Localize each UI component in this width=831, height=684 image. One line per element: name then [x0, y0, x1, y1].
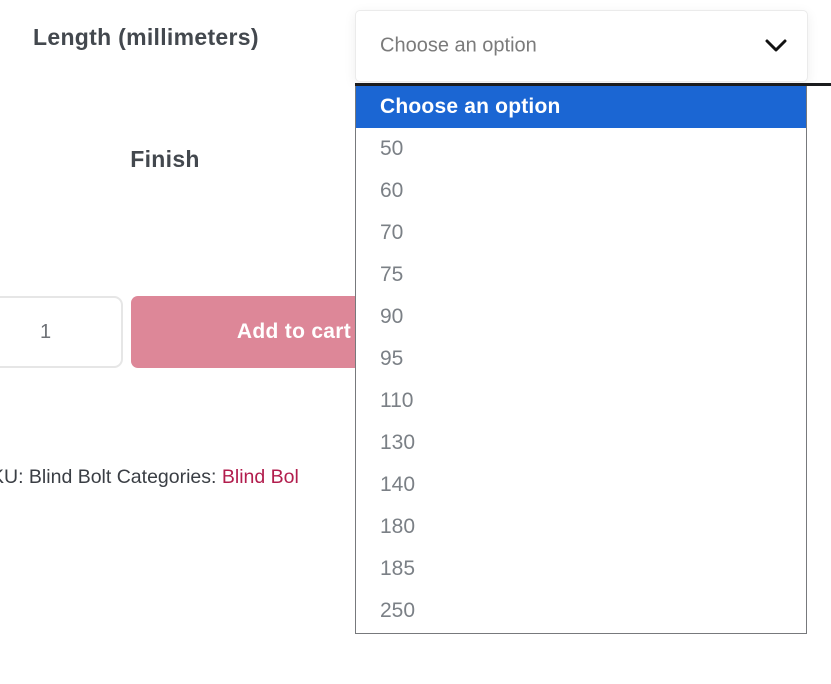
length-attribute-label: Length (millimeters): [33, 24, 259, 50]
dropdown-option[interactable]: 70: [356, 212, 806, 254]
dropdown-option[interactable]: 130: [356, 422, 806, 464]
dropdown-option[interactable]: 250: [356, 590, 806, 632]
dropdown-option[interactable]: 60: [356, 170, 806, 212]
dropdown-option[interactable]: 50: [356, 128, 806, 170]
dropdown-option[interactable]: 185: [356, 548, 806, 590]
dropdown-top-border: [355, 83, 831, 86]
chevron-down-icon: [765, 39, 787, 52]
quantity-input[interactable]: [0, 296, 123, 368]
dropdown-option[interactable]: 110: [356, 380, 806, 422]
product-meta-line: KU: Blind Bolt Categories: Blind Bol: [0, 466, 299, 489]
sku-categories-text: KU: Blind Bolt Categories:: [0, 466, 222, 488]
dropdown-option[interactable]: 75: [356, 254, 806, 296]
length-select-dropdown: Choose an option 50 60 70 75 90 95 110 1…: [355, 86, 807, 634]
category-link[interactable]: Blind Bol: [221, 466, 299, 488]
length-select-value: Choose an option: [380, 34, 537, 57]
dropdown-option[interactable]: 140: [356, 464, 806, 506]
finish-attribute-label: Finish: [130, 146, 200, 172]
length-select[interactable]: Choose an option: [355, 10, 808, 82]
dropdown-option[interactable]: 95: [356, 338, 806, 380]
dropdown-option[interactable]: 180: [356, 506, 806, 548]
dropdown-option[interactable]: 90: [356, 296, 806, 338]
dropdown-option-selected[interactable]: Choose an option: [356, 86, 806, 128]
